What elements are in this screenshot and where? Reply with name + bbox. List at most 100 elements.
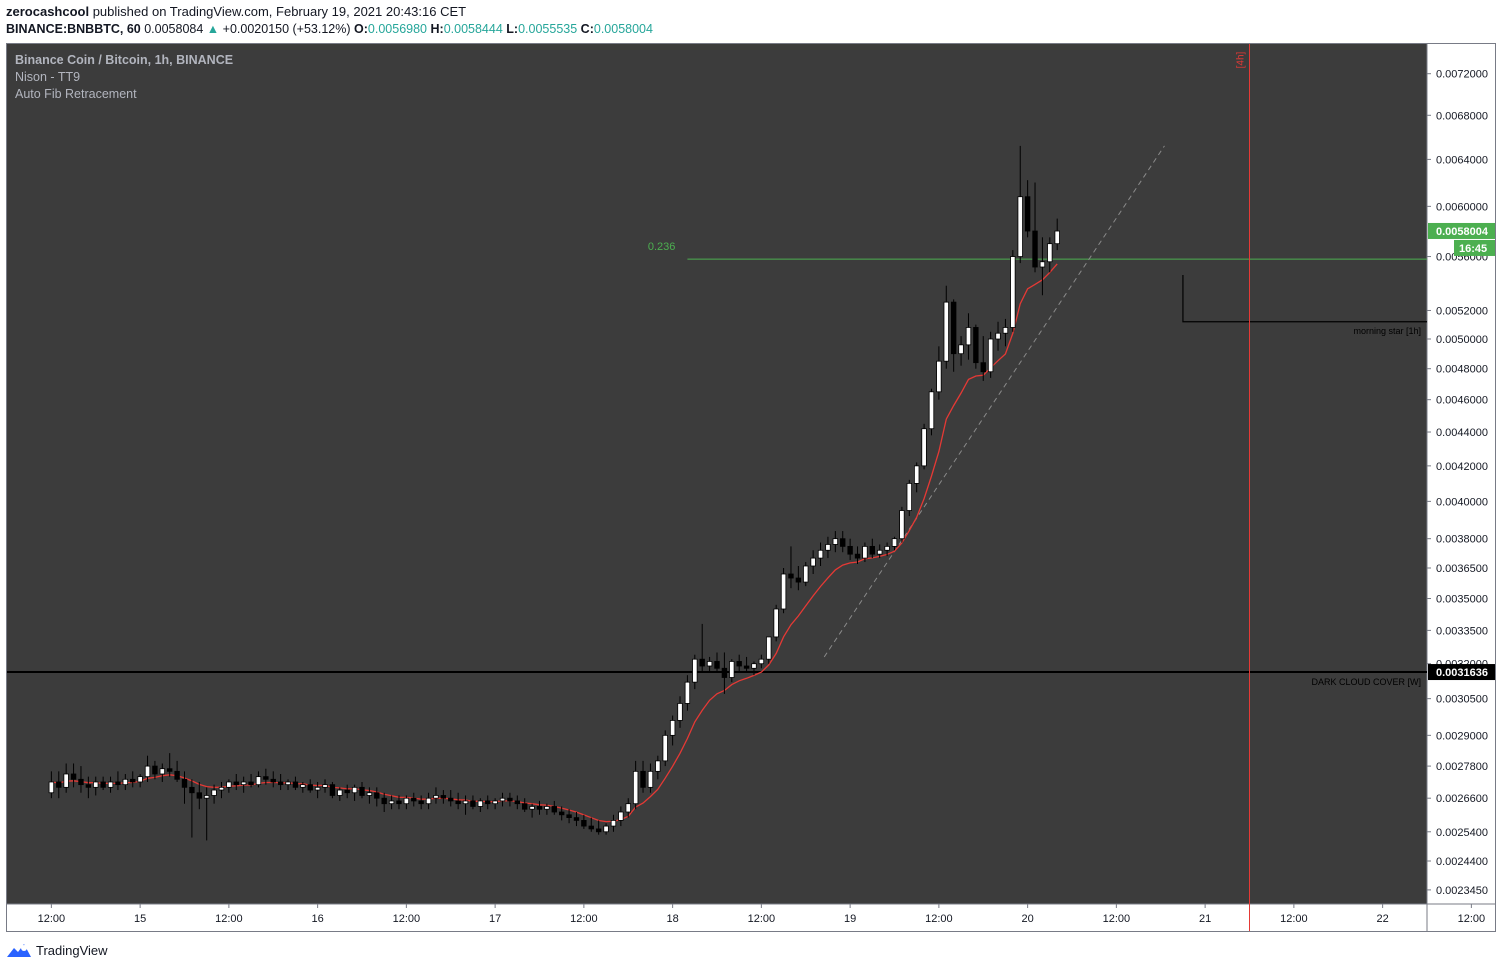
candle-body[interactable] [810,557,816,567]
candle-body[interactable] [832,538,839,545]
candle-body[interactable] [329,784,336,796]
candle-body[interactable] [374,792,380,799]
candle-body[interactable] [721,667,728,678]
candle-body[interactable] [655,760,661,772]
candle-body[interactable] [366,792,373,796]
candle-body[interactable] [854,553,861,559]
candle-body[interactable] [351,786,358,794]
candle-body[interactable] [699,658,705,667]
candle-body[interactable] [1047,243,1053,263]
candle-body[interactable] [692,658,698,683]
candle-body[interactable] [470,800,476,807]
legend-indicator-fib[interactable]: Auto Fib Retracement [15,87,137,101]
candle-body[interactable] [906,482,912,511]
candle-body[interactable] [788,573,794,579]
candle-body[interactable] [144,765,151,778]
candle-body[interactable] [936,360,942,393]
candle-body[interactable] [70,773,77,780]
candle-body[interactable] [255,776,262,786]
candle-body[interactable] [618,811,624,821]
candle-body[interactable] [706,661,713,667]
candle-body[interactable] [152,765,158,775]
candle-body[interactable] [743,665,750,669]
candle-body[interactable] [85,784,92,788]
candle-body[interactable] [425,797,432,805]
candle-body[interactable] [48,781,55,794]
candle-body[interactable] [921,428,927,467]
candle-body[interactable] [300,784,306,788]
candle-body[interactable] [625,803,631,813]
chart-container[interactable]: 0.0072000 0.0068000 0.0064000 0.0060000 0.00… [6,43,1496,932]
candle-body[interactable] [869,545,876,555]
candle-body[interactable] [93,781,99,788]
candle-body[interactable] [980,362,986,373]
legend-indicator-nison[interactable]: Nison - TT9 [15,70,80,84]
candle-body[interactable] [913,465,920,484]
candle-body[interactable] [314,786,321,791]
candle-body[interactable] [973,327,979,364]
footer-brand[interactable]: TradingView [6,940,108,960]
candle-body[interactable] [226,781,232,788]
candle-body[interactable] [773,608,779,638]
candle-body[interactable] [455,800,461,805]
candle-body[interactable] [595,828,602,833]
candle-body[interactable] [218,786,225,791]
candle-body[interactable] [477,800,484,807]
candle-body[interactable] [322,784,328,788]
candle-body[interactable] [514,800,521,805]
candle-body[interactable] [1017,196,1023,257]
candle-body[interactable] [522,803,528,810]
candle-body[interactable] [928,391,935,430]
candle-body[interactable] [758,658,765,665]
candle-body[interactable] [174,770,180,780]
candle-body[interactable] [167,768,173,772]
candle-body[interactable] [196,792,202,799]
candle-body[interactable] [448,797,454,802]
candle-body[interactable] [63,773,69,788]
price-chart[interactable]: 0.0072000 0.0068000 0.0064000 0.0060000 0.00… [6,43,1496,932]
candle-body[interactable] [211,789,217,796]
candle-body[interactable] [122,778,129,786]
candle-body[interactable] [803,565,809,583]
candle-body[interactable] [943,301,949,362]
candle-body[interactable] [529,806,535,810]
candle-body[interactable] [795,577,802,583]
candle-body[interactable] [551,806,557,813]
candle-body[interactable] [159,768,166,775]
candle-body[interactable] [603,825,609,833]
candle-body[interactable] [203,795,210,799]
candle-body[interactable] [56,781,62,788]
candle-body[interactable] [558,811,565,816]
fib-trend-line[interactable] [823,145,1165,658]
candle-body[interactable] [107,781,114,788]
candle-body[interactable] [766,636,772,660]
candle-body[interactable] [307,784,313,791]
candle-body[interactable] [536,806,543,810]
candle-body[interactable] [248,781,254,786]
candle-body[interactable] [1002,327,1009,334]
candle-body[interactable] [418,800,424,805]
candle-body[interactable] [130,778,136,783]
candle-body[interactable] [337,789,343,796]
candle-body[interactable] [987,338,994,373]
candle-body[interactable] [899,510,905,540]
candle-body[interactable] [1039,261,1046,268]
candle-body[interactable] [233,781,239,786]
candle-body[interactable] [388,800,395,805]
author-name[interactable]: zerocashcool [6,4,90,19]
candle-body[interactable] [958,344,964,355]
candle-body[interactable] [729,661,735,678]
candle-body[interactable] [847,545,853,555]
candle-body[interactable] [440,795,447,799]
candle-body[interactable] [1010,256,1016,328]
candle-body[interactable] [270,778,276,783]
candle-body[interactable] [751,663,757,669]
candle-body[interactable] [433,795,439,799]
morning-star-line[interactable] [1182,274,1427,323]
candle-body[interactable] [877,549,883,555]
candle-body[interactable] [189,786,195,794]
candle-body[interactable] [840,538,846,547]
candle-body[interactable] [115,781,121,786]
candle-body[interactable] [610,820,617,827]
candle-body[interactable] [462,800,469,805]
